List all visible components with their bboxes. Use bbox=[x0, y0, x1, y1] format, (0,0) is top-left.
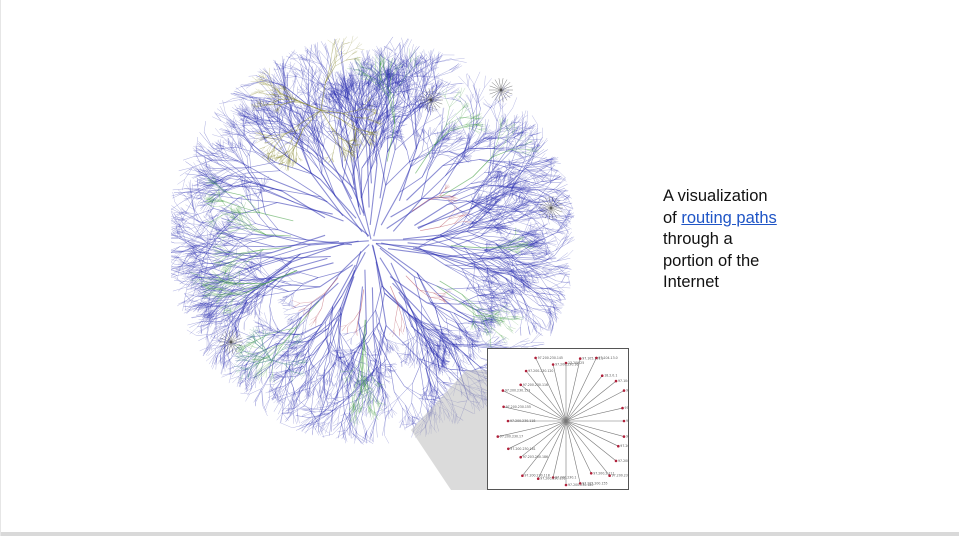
inset-node-label: 97.104.18.81 bbox=[618, 379, 628, 383]
zoom-callout-shadow bbox=[411, 370, 487, 490]
inset-node-label: 97.200.230.120 bbox=[528, 369, 553, 373]
inset-node bbox=[564, 483, 568, 487]
inset-node-label: 97.200.230.118 bbox=[510, 419, 535, 423]
bottom-bar bbox=[1, 532, 959, 536]
inset-node-label: 97.203.200.186 bbox=[523, 455, 548, 459]
inset-node bbox=[595, 356, 598, 360]
inset-node-label: 97.200.230.145 bbox=[538, 356, 563, 360]
inset-node-label: 97.200.230.181 bbox=[510, 447, 535, 451]
inset-node-label: 97.200.230.155 bbox=[506, 405, 531, 409]
inset-node-label: 97.200.2.111 bbox=[593, 471, 614, 475]
inset-node-label: 97.200.230.130 bbox=[618, 459, 628, 463]
inset-node-label: 97.200.230.118 bbox=[524, 474, 549, 478]
inset-node bbox=[622, 419, 626, 423]
inset-node-label: 97.200.230.180 bbox=[568, 483, 593, 487]
inset-node bbox=[614, 459, 618, 463]
inset-node-label: 97.200.230.17 bbox=[500, 435, 523, 439]
routing-paths-link[interactable]: routing paths bbox=[681, 208, 777, 227]
inset-node-label: 97.200.230.16 bbox=[555, 363, 578, 367]
inset-node-label: 97.200.230.177 bbox=[612, 474, 628, 478]
inset-node-label: 97.106.118.1 bbox=[626, 389, 628, 393]
caption-of: of bbox=[663, 208, 682, 227]
inset-node bbox=[589, 472, 593, 475]
inset-node-label: 97.200.230.130 bbox=[625, 406, 629, 410]
inset-node bbox=[519, 455, 522, 459]
inset-node-label: 97.200.230.153 bbox=[505, 389, 530, 393]
inset-node-label: 97.200.230.131 bbox=[540, 477, 565, 481]
inset-node-label: 97.203.200.185 bbox=[626, 435, 628, 439]
inset-node bbox=[564, 361, 568, 365]
inset-node bbox=[614, 379, 618, 383]
inset-node-label: 97.105.101.9 bbox=[582, 357, 603, 361]
inset-node bbox=[534, 356, 537, 360]
inset-node bbox=[608, 474, 611, 477]
inset-node bbox=[506, 419, 510, 423]
inset-node-label: 18.2.0.1 bbox=[604, 374, 617, 378]
inset-node-label: 97.205.200.155 bbox=[582, 481, 607, 485]
inset-node bbox=[524, 369, 528, 373]
image-caption: A visualization of routing paths through… bbox=[663, 186, 853, 294]
inset-node bbox=[536, 477, 540, 480]
caption-line-1: A visualization bbox=[663, 187, 768, 205]
inset-node bbox=[551, 476, 555, 479]
inset-node bbox=[521, 474, 524, 477]
inset-node bbox=[507, 447, 510, 451]
inset-node-label: 97.200.230.119 bbox=[620, 444, 628, 448]
inset-node bbox=[502, 405, 505, 409]
inset-node bbox=[600, 374, 604, 377]
inset-node bbox=[501, 389, 505, 392]
inset-node bbox=[622, 435, 626, 438]
caption-line-4: portion of the bbox=[663, 251, 760, 270]
inset-node-label: 97.200.230.116 bbox=[523, 383, 548, 387]
inset-node bbox=[621, 406, 624, 410]
network-visualization-image bbox=[171, 35, 575, 445]
inset-node-label: 97.200.230.116 bbox=[626, 419, 628, 423]
inset-node bbox=[519, 383, 522, 387]
inset-node bbox=[578, 482, 582, 485]
inset-node bbox=[496, 435, 500, 438]
inset-node bbox=[622, 389, 626, 392]
inset-node bbox=[617, 444, 620, 448]
inset-node-label: 13.209.25 bbox=[568, 361, 584, 365]
caption-line-5: Internet bbox=[663, 273, 719, 291]
inset-node-label: 97.200.230.1 bbox=[555, 476, 576, 480]
inset-node-label: 97.104.13.0 bbox=[598, 356, 617, 360]
caption-line-2: of routing paths bbox=[663, 208, 853, 230]
inset-node bbox=[551, 363, 555, 366]
zoomed-inset-image: 13.209.25 97.105.101.9 97.104.13.0 18.2.0.1… bbox=[487, 348, 651, 490]
caption-line-3: through a bbox=[663, 230, 733, 248]
inset-node bbox=[578, 357, 582, 360]
